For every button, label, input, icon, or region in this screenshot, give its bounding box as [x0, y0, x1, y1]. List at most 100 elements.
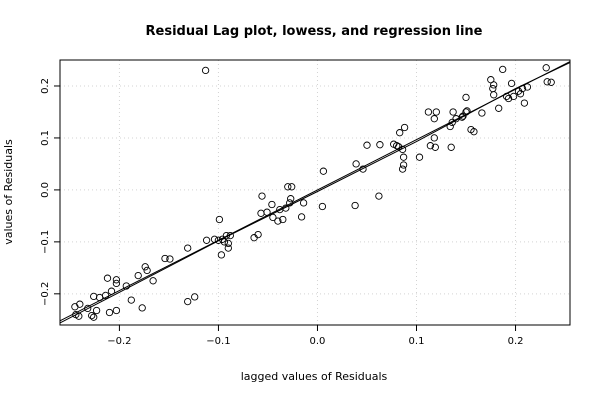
scatter-point — [84, 304, 92, 313]
y-tick-label: 0.1 — [40, 130, 51, 146]
scatter-point — [396, 129, 404, 137]
scatter-point — [447, 143, 455, 151]
scatter-point — [287, 195, 295, 203]
scatter-point — [375, 192, 383, 200]
scatter-point — [415, 153, 424, 161]
scatter-point — [112, 279, 121, 288]
scatter-point — [430, 115, 438, 123]
scatter-point — [122, 282, 130, 290]
y-tick-label: 0.0 — [40, 182, 51, 198]
scatter-point — [470, 128, 478, 136]
y-tick-label: −0.2 — [40, 282, 51, 306]
scatter-point — [284, 183, 292, 191]
x-tick-label: 0.0 — [310, 336, 326, 347]
scatter-point — [191, 293, 199, 301]
scatter-point — [288, 183, 296, 191]
scatter-point — [351, 201, 359, 210]
scatter-point — [462, 93, 470, 102]
scatter-point — [523, 83, 532, 91]
x-axis-label: lagged values of Residuals — [241, 370, 388, 383]
scatter-point — [430, 134, 438, 142]
scatter-point — [462, 108, 470, 116]
scatter-point — [547, 78, 555, 86]
x-tick-label: 0.1 — [409, 336, 425, 347]
scatter-point — [254, 230, 262, 239]
scatter-point — [463, 107, 471, 115]
scatter-point — [184, 297, 192, 306]
scatter-point — [257, 209, 265, 217]
scatter-point — [112, 306, 121, 315]
scatter-point — [490, 81, 498, 89]
scatter-point — [184, 244, 192, 252]
scatter-point — [161, 254, 169, 263]
scatter-point — [112, 276, 121, 284]
scatter-point — [393, 142, 401, 150]
scatter-point — [258, 192, 266, 200]
scatter-point — [269, 213, 277, 222]
scatter-point — [105, 308, 114, 317]
scatter-point — [138, 304, 146, 312]
scatter-point — [431, 143, 439, 151]
scatter-point — [76, 300, 84, 308]
scatter-point — [95, 293, 104, 302]
y-tick-label: −0.1 — [40, 230, 51, 254]
scatter-point — [359, 165, 367, 173]
scatter-point — [299, 199, 308, 207]
scatter-point — [318, 202, 327, 211]
x-tick-label: −0.2 — [107, 336, 131, 347]
scatter-point — [224, 244, 232, 252]
scatter-point — [398, 165, 407, 173]
scatter-point — [127, 296, 135, 304]
scatter-point — [543, 78, 551, 86]
scatter-point — [282, 204, 290, 212]
scatter-point — [268, 200, 276, 209]
scatter-point — [448, 118, 456, 127]
scatter-point — [507, 79, 516, 88]
scatter-point — [279, 215, 287, 224]
scatter-point — [297, 213, 306, 221]
scatter-point — [88, 311, 96, 320]
scatter-point — [319, 167, 328, 175]
scatter-point — [101, 291, 110, 300]
grid-lines — [60, 60, 570, 325]
y-axis-label: values of Residuals — [2, 139, 15, 245]
scatter-point — [90, 313, 98, 321]
scatter-point — [166, 255, 174, 263]
scatter-point — [458, 113, 466, 121]
lowess-line — [59, 62, 571, 324]
scatter-point — [226, 231, 234, 240]
scatter-point — [542, 64, 550, 72]
scatter-point — [399, 153, 408, 161]
scatter-point — [286, 199, 294, 207]
scatter-point — [222, 231, 231, 240]
scatter-point — [400, 123, 409, 132]
scatter-point — [71, 303, 79, 311]
x-tick-label: 0.2 — [508, 336, 524, 347]
scatter-point — [210, 235, 219, 243]
scatter-point — [495, 104, 503, 112]
scatter-point — [446, 122, 454, 131]
scatter-point — [499, 65, 507, 74]
scatter-point — [90, 292, 98, 301]
scatter-point — [352, 160, 360, 168]
scatter-point — [509, 92, 518, 101]
scatter-point — [432, 108, 440, 116]
scatter-point — [141, 263, 149, 271]
scatter-point — [220, 238, 229, 246]
scatter-point — [520, 99, 529, 107]
scatter-point — [274, 217, 282, 225]
scatter-point — [201, 66, 210, 75]
scatter-point — [395, 143, 403, 151]
y-tick-label: 0.2 — [40, 78, 51, 94]
scatter-point — [143, 266, 151, 275]
scatter-point — [490, 91, 498, 99]
x-axis: −0.2 −0.1 0.0 0.1 0.2 — [107, 325, 523, 347]
scatter-point — [502, 92, 511, 101]
scatter-point — [75, 312, 83, 320]
scatter-point — [363, 141, 371, 149]
scatter-point — [426, 142, 435, 150]
plot-frame — [59, 59, 571, 326]
fit-lines — [59, 61, 571, 324]
x-tick-label: −0.1 — [206, 336, 230, 347]
